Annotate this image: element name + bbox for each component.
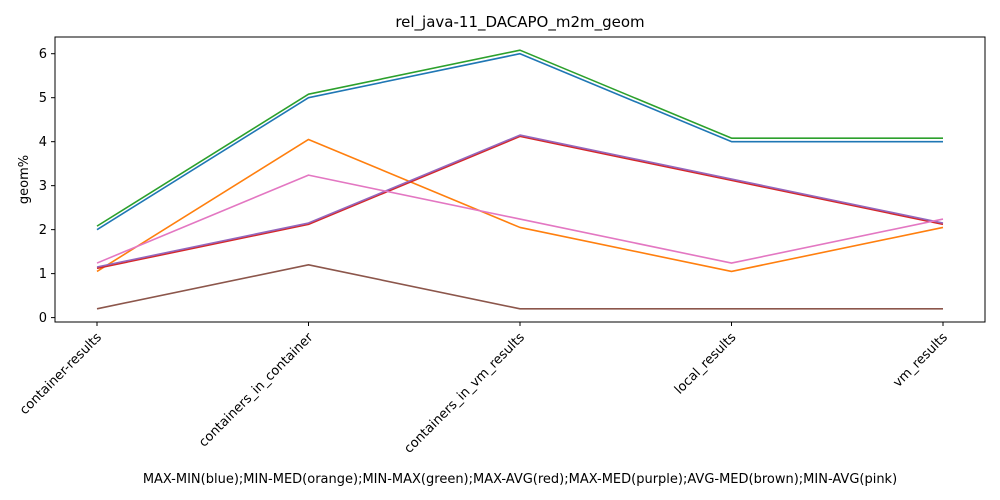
series-line-6 [96,174,944,264]
series-line-5 [96,264,943,310]
y-tick-label: 0 [39,311,47,326]
x-tick-label: containers_in_vm_results [402,330,528,456]
x-tick-label: containers_in_container [196,330,317,451]
y-axis-ticks: 0 1 2 3 4 5 6 [39,47,55,326]
y-axis-label: geom% [17,155,32,204]
series-line-1 [96,138,944,273]
x-tick-label: local_results [672,330,740,398]
plot-frame [54,36,986,323]
series-line-3 [96,135,944,270]
y-tick-label: 1 [39,267,47,282]
x-tick-label: container-results [17,330,105,418]
y-tick-label: 6 [39,47,47,62]
x-axis-ticks: container-results containers_in_container… [17,322,951,457]
series-line-2 [96,49,943,227]
y-tick-label: 5 [39,91,47,106]
chart-title: rel_java-11_DACAPO_m2m_geom [395,13,644,32]
y-tick-label: 2 [39,223,47,238]
series-line-0 [96,52,943,231]
x-axis-label: MAX-MIN(blue);MIN-MED(orange);MIN-MAX(gr… [143,472,897,487]
y-tick-label: 4 [39,135,47,150]
x-tick-label: vm_results [890,330,951,391]
series-group [96,49,944,310]
series-line-4 [96,134,944,268]
y-tick-label: 3 [39,179,47,194]
